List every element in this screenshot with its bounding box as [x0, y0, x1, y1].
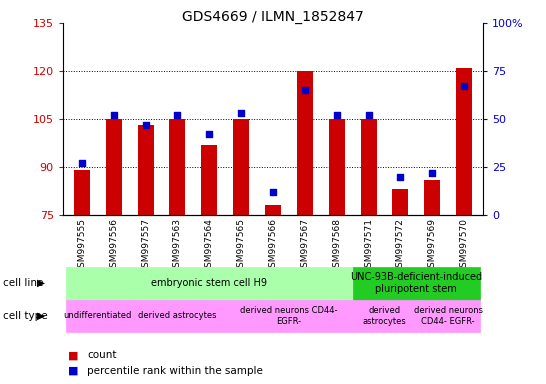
- Bar: [74, 170, 90, 215]
- Point: [109, 112, 118, 118]
- Point: [333, 112, 341, 118]
- Bar: [297, 71, 313, 215]
- Bar: [360, 119, 377, 215]
- Bar: [169, 119, 186, 215]
- Point: [428, 170, 437, 176]
- Text: derived
astrocytes: derived astrocytes: [363, 306, 406, 326]
- Point: [141, 122, 150, 128]
- Text: derived neurons CD44-
EGFR-: derived neurons CD44- EGFR-: [240, 306, 337, 326]
- Bar: [424, 180, 440, 215]
- Point: [78, 160, 86, 166]
- Text: ■: ■: [68, 366, 79, 376]
- Text: count: count: [87, 350, 117, 360]
- Text: derived neurons
CD44- EGFR-: derived neurons CD44- EGFR-: [414, 306, 483, 326]
- Point: [173, 112, 182, 118]
- Text: ▶: ▶: [37, 278, 45, 288]
- Text: UNC-93B-deficient-induced
pluripotent stem: UNC-93B-deficient-induced pluripotent st…: [351, 272, 482, 294]
- Text: derived astrocytes: derived astrocytes: [138, 311, 217, 320]
- Point: [396, 174, 405, 180]
- Point: [460, 83, 468, 89]
- Bar: [201, 145, 217, 215]
- Text: percentile rank within the sample: percentile rank within the sample: [87, 366, 263, 376]
- Text: cell line: cell line: [3, 278, 46, 288]
- Point: [237, 110, 246, 116]
- Bar: [456, 68, 472, 215]
- Bar: [233, 119, 249, 215]
- Text: ■: ■: [68, 350, 79, 360]
- Text: undifferentiated: undifferentiated: [64, 311, 132, 320]
- Text: ▶: ▶: [37, 311, 45, 321]
- Bar: [106, 119, 122, 215]
- Point: [205, 131, 213, 137]
- Bar: [329, 119, 345, 215]
- Point: [300, 87, 309, 93]
- Bar: [393, 189, 408, 215]
- Point: [364, 112, 373, 118]
- Text: embryonic stem cell H9: embryonic stem cell H9: [151, 278, 268, 288]
- Text: GDS4669 / ILMN_1852847: GDS4669 / ILMN_1852847: [182, 10, 364, 23]
- Bar: [265, 205, 281, 215]
- Bar: [138, 126, 153, 215]
- Point: [269, 189, 277, 195]
- Text: cell type: cell type: [3, 311, 51, 321]
